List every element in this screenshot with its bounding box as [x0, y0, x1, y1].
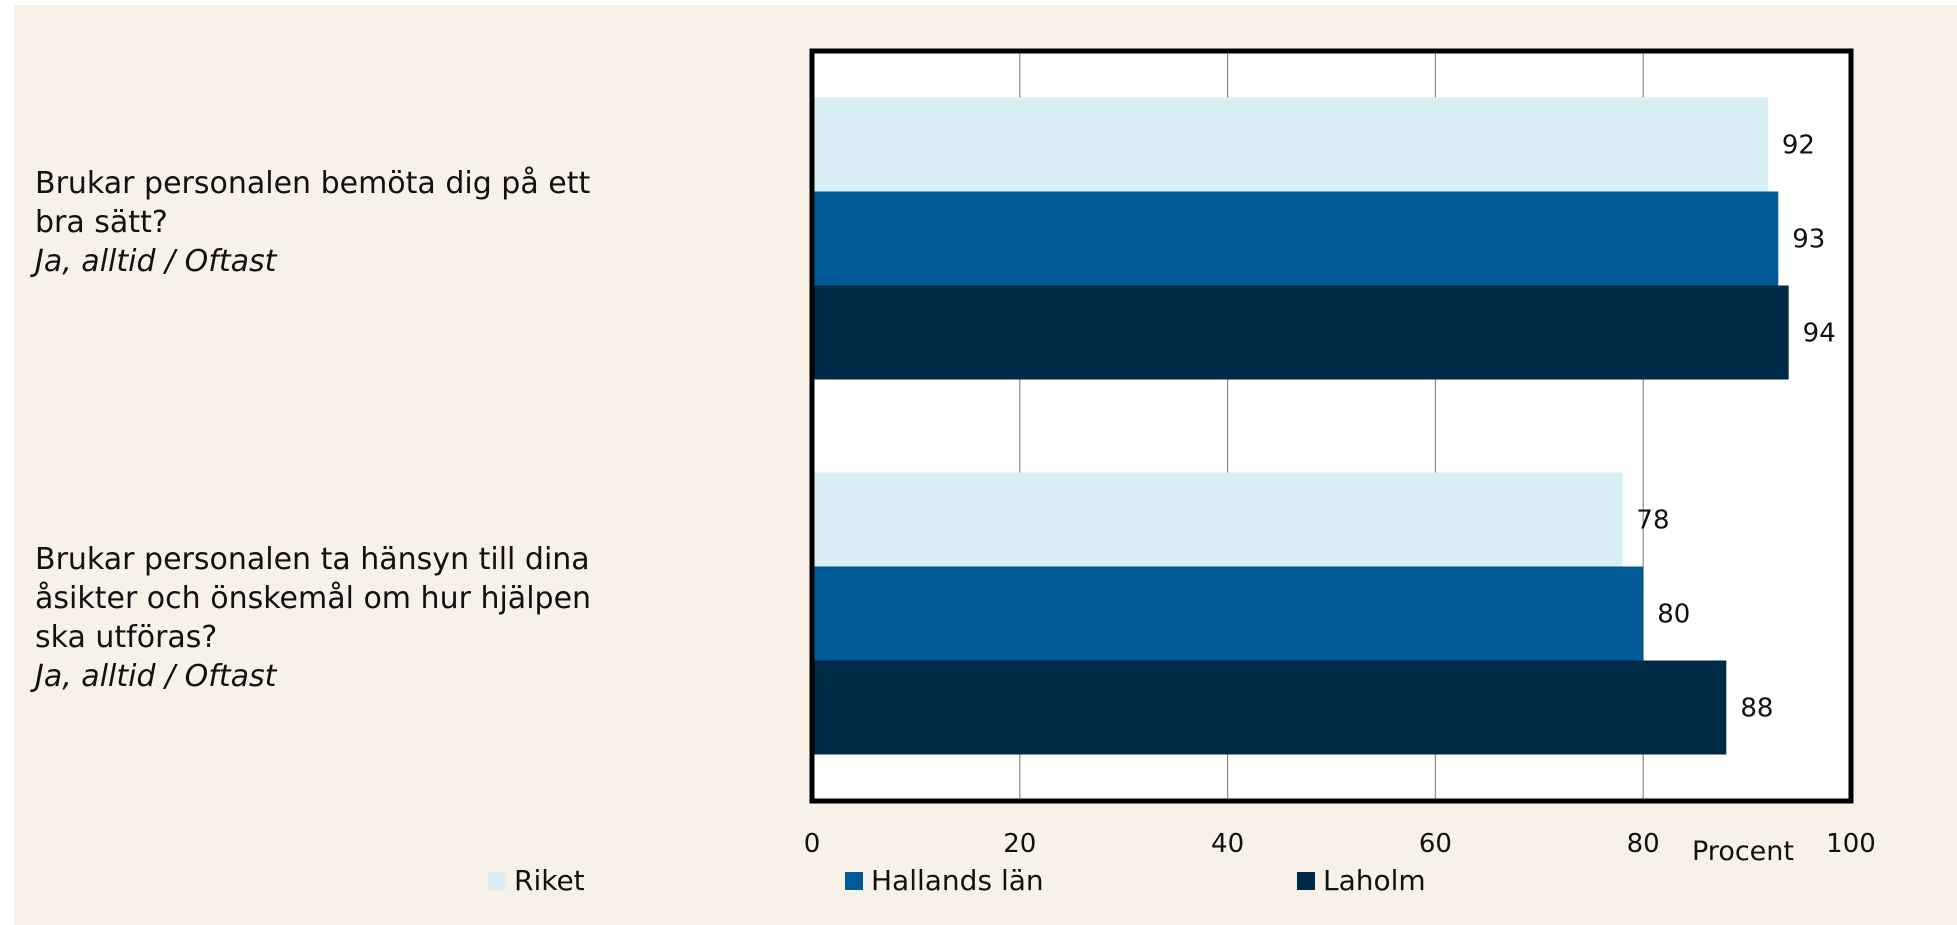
category-label-1: Brukar personalen bemöta dig på ett bra …: [35, 164, 595, 281]
data-label: 92: [1782, 131, 1815, 161]
answer-text: Ja, alltid / Oftast: [35, 244, 277, 279]
bar: [812, 566, 1644, 661]
data-label: 93: [1792, 225, 1825, 255]
legend-swatch: [1297, 871, 1315, 890]
legend-swatch: [488, 871, 506, 890]
x-tick-label: 40: [1211, 829, 1244, 859]
data-label: 94: [1803, 319, 1836, 349]
x-tick-label: 80: [1627, 829, 1660, 859]
legend-item-hallands-lan: Hallands län: [845, 864, 1044, 897]
legend-label: Riket: [514, 864, 585, 897]
question-text: Brukar personalen bemöta dig på ett bra …: [35, 166, 591, 240]
plot-frame: [809, 48, 1854, 804]
data-label: 78: [1636, 506, 1669, 536]
bar: [812, 472, 1623, 567]
legend-label: Hallands län: [871, 864, 1044, 897]
bar: [812, 191, 1779, 286]
bar: [812, 285, 1789, 380]
x-axis-unit-label: Procent: [1692, 836, 1794, 867]
x-tick-label: 20: [1003, 829, 1036, 859]
legend-swatch: [845, 871, 863, 890]
question-text: Brukar personalen ta hänsyn till dina ås…: [35, 542, 592, 655]
x-tick-label: 100: [1826, 829, 1876, 859]
bar: [812, 660, 1727, 755]
legend-item-riket: Riket: [488, 864, 585, 897]
data-label: 88: [1740, 694, 1773, 724]
bar: [812, 97, 1768, 192]
x-tick-label: 60: [1419, 829, 1452, 859]
category-label-2: Brukar personalen ta hänsyn till dina ås…: [35, 540, 595, 696]
data-label: 80: [1657, 600, 1690, 630]
answer-text: Ja, alltid / Oftast: [35, 659, 277, 694]
x-tick-label: 0: [804, 829, 821, 859]
legend-label: Laholm: [1323, 864, 1426, 897]
legend-item-laholm: Laholm: [1297, 864, 1426, 897]
